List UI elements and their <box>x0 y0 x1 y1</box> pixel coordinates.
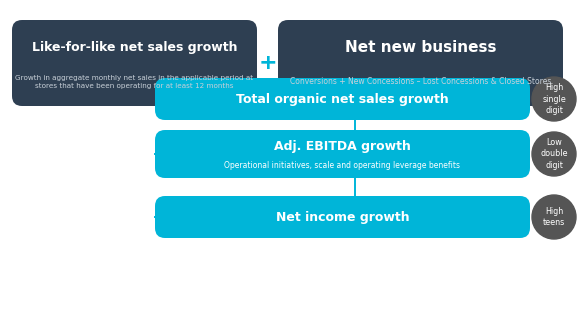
FancyBboxPatch shape <box>155 130 530 178</box>
Text: Growth in aggregate monthly net sales in the applicable period at
stores that ha: Growth in aggregate monthly net sales in… <box>16 75 253 89</box>
Text: High
teens: High teens <box>543 207 565 227</box>
Text: High
single
digit: High single digit <box>542 83 566 115</box>
Text: Net income growth: Net income growth <box>276 210 409 223</box>
Text: Low
double
digit: Low double digit <box>540 138 568 170</box>
Text: Total organic net sales growth: Total organic net sales growth <box>236 93 449 106</box>
Text: Like-for-like net sales growth: Like-for-like net sales growth <box>32 41 237 54</box>
Text: Adj. EBITDA growth: Adj. EBITDA growth <box>274 140 411 153</box>
Circle shape <box>532 77 576 121</box>
FancyBboxPatch shape <box>278 20 563 106</box>
Text: Operational initiatives, scale and operating leverage benefits: Operational initiatives, scale and opera… <box>224 161 461 171</box>
Text: Conversions + New Concessions – Lost Concessions & Closed Stores: Conversions + New Concessions – Lost Con… <box>290 77 551 86</box>
FancyBboxPatch shape <box>155 78 530 120</box>
Circle shape <box>532 195 576 239</box>
Text: +: + <box>258 53 277 73</box>
FancyBboxPatch shape <box>155 196 530 238</box>
FancyBboxPatch shape <box>12 20 257 106</box>
Circle shape <box>532 132 576 176</box>
Text: Net new business: Net new business <box>345 40 496 55</box>
